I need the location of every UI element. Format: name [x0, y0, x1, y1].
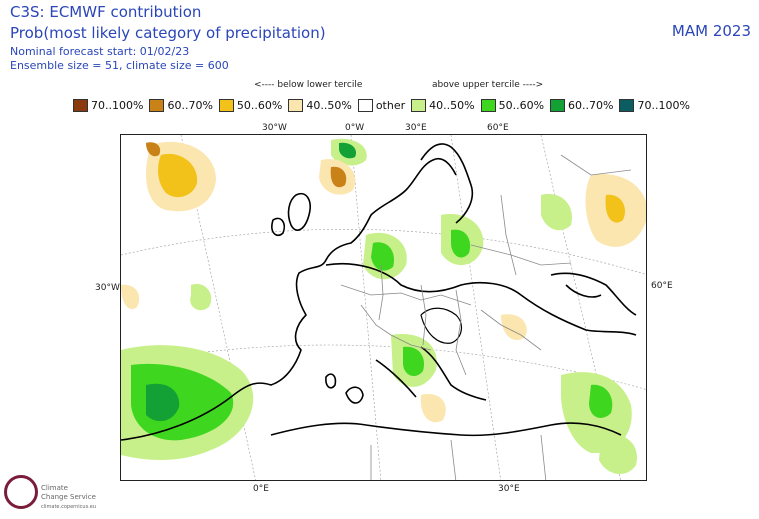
legend-label: 70..100% — [637, 99, 690, 112]
below-tercile-label: <---- below lower tercile — [254, 80, 363, 90]
copernicus-logo: Climate Change Service climate.copernicu… — [4, 474, 114, 516]
season-label: MAM 2023 — [671, 22, 751, 40]
lon-label-top-30w: 30°W — [262, 123, 287, 133]
probability-map — [120, 134, 647, 481]
legend-swatch — [550, 99, 566, 112]
lat-label-left-30w: 30°W — [95, 283, 120, 293]
chart-subtitle: Prob(most likely category of precipitati… — [10, 24, 326, 42]
legend-label: 50..60% — [236, 99, 283, 112]
legend-swatch — [619, 99, 635, 112]
copernicus-logo-icon — [4, 475, 38, 509]
legend-swatch — [218, 99, 234, 112]
chart-title: C3S: ECMWF contribution — [10, 3, 202, 21]
legend-label: 60..70% — [568, 99, 614, 112]
legend-swatch — [480, 99, 496, 112]
lon-label-bottom-0e: 0°E — [253, 484, 269, 494]
legend-item: 70..100% — [73, 99, 143, 112]
country-borders — [340, 154, 632, 480]
below-tercile-shading — [121, 141, 646, 423]
legend-swatch — [288, 99, 304, 112]
above-tercile-label: above upper tercile ----> — [432, 80, 544, 90]
lon-label-top-0w: 0°W — [345, 123, 365, 133]
legend-label: 40..50% — [306, 99, 352, 112]
legend-swatch — [357, 99, 373, 112]
legend-label: other — [375, 99, 406, 112]
legend-item: 60..70% — [149, 99, 213, 112]
logo-line-2: Change Service — [41, 493, 96, 501]
legend-label: 70..100% — [91, 99, 144, 112]
ensemble-size-text: Ensemble size = 51, climate size = 600 — [10, 59, 229, 72]
legend-swatch — [73, 99, 88, 112]
lon-label-top-60e: 60°E — [487, 123, 509, 133]
legend-label: 40..50% — [429, 99, 475, 112]
legend-swatch — [149, 99, 165, 112]
legend-item: other — [357, 99, 406, 112]
legend-swatch — [411, 99, 427, 112]
lat-label-right-60e: 60°E — [651, 281, 673, 291]
legend-item: 40..50% — [411, 99, 475, 112]
color-legend: 70..100% 60..70% 50..60% 40..50% other 40..50… — [73, 99, 696, 112]
legend-item: 70..100% — [619, 99, 690, 112]
legend-label: 60..70% — [167, 99, 213, 112]
lon-label-bottom-30e: 30°E — [498, 484, 520, 494]
legend-item: 50..60% — [218, 99, 283, 112]
logo-line-3: climate.copernicus.eu — [41, 504, 97, 510]
legend-item: 50..60% — [480, 99, 545, 112]
coastlines — [121, 143, 637, 441]
legend-item: 40..50% — [288, 99, 352, 112]
lon-label-top-30e: 30°E — [405, 123, 427, 133]
logo-line-1: Climate — [41, 484, 68, 492]
legend-item: 60..70% — [550, 99, 613, 112]
forecast-start-text: Nominal forecast start: 01/02/23 — [10, 45, 190, 58]
legend-label: 50..60% — [498, 99, 545, 112]
above-tercile-shading — [121, 138, 637, 475]
